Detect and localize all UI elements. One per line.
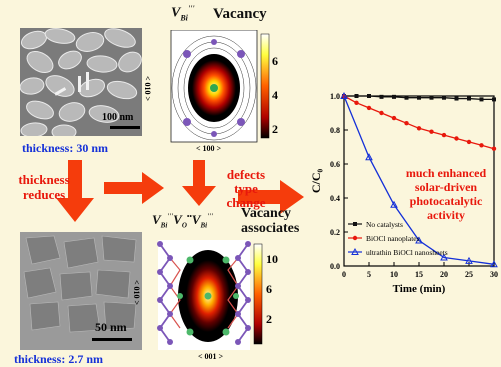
point-0: [467, 96, 471, 101]
associates-title-line1: Vacancy: [241, 206, 292, 221]
point-1: [466, 139, 472, 145]
x-tick-label: 10: [390, 270, 398, 279]
cbar-tick-4: 4: [272, 88, 278, 102]
y-tick-label: 0.8: [330, 126, 340, 135]
arrow-down-left: [56, 160, 94, 222]
associates-title-line2: associates: [241, 221, 300, 236]
enhanced-line3: photocatalytic: [409, 194, 483, 208]
point-1: [354, 100, 359, 105]
cbar2-tick-6: 6: [266, 282, 272, 296]
vacancy-symbol: VBi''': [171, 4, 195, 23]
point-1: [491, 146, 497, 151]
defects-word: defects: [226, 167, 266, 182]
type-word: type: [234, 181, 258, 196]
point-0: [379, 94, 384, 99]
x-tick-label: 15: [415, 270, 423, 279]
enhanced-activity-text: much enhanced solar-driven photocatalyti…: [400, 166, 492, 222]
x-tick-label: 20: [440, 270, 448, 279]
point-1: [429, 129, 434, 134]
point-0: [417, 95, 421, 100]
sem-image-thick: 100 nm: [20, 28, 142, 136]
series-line-1: [343, 95, 495, 150]
cbar2-tick-10: 10: [266, 252, 278, 266]
reduces-word: reduces: [22, 187, 66, 202]
enhanced-line4: activity: [427, 208, 465, 222]
arrow-down-middle: [182, 160, 216, 206]
vacancy-x-axis-label: < 100 >: [196, 144, 222, 153]
point-2: [440, 253, 448, 261]
vacancy-title: Vacancy: [213, 6, 267, 22]
y-tick-label: 1.0: [330, 92, 340, 101]
point-2: [365, 153, 373, 161]
arrow-right-middle: [104, 172, 164, 204]
x-tick-label: 0: [342, 270, 346, 279]
associate-y-axis-label: < 010 >: [132, 279, 142, 306]
point-1: [391, 115, 397, 121]
point-2: [465, 256, 473, 264]
series-line-2: [343, 95, 495, 265]
tem-image-thin: 50 nm: [20, 232, 142, 350]
degradation-chart: 0.0 0.2 0.4 0.6 0.8 1.0 0 5 10 15 20 25 30 Time (min)…: [309, 91, 498, 295]
arrow-right-chart: [238, 180, 304, 214]
thickness-word: thickness: [18, 172, 70, 187]
associates-title: Vacancy associates: [241, 206, 299, 236]
y-tick-label: 0.4: [330, 194, 340, 203]
associate-colorbar-ticks: 10 6 2: [266, 244, 278, 334]
legend-label-1: BiOCl nanoplates: [366, 234, 420, 243]
y-tick-label: 0.2: [330, 228, 340, 237]
thickness-reduces-label: thickness reduces: [15, 172, 73, 202]
cbar2-tick-2: 2: [266, 312, 272, 326]
scale-bar-label-50nm: 50 nm: [95, 320, 127, 334]
point-0: [354, 94, 359, 98]
x-tick-label: 5: [367, 270, 371, 279]
x-axis-label: Time (min): [393, 283, 446, 295]
cbar-tick-6: 6: [272, 54, 278, 68]
point-1: [416, 126, 422, 131]
associate-x-axis-label: < 001 >: [198, 352, 224, 361]
sem-platelets: [20, 28, 142, 136]
associate-symbol: VBi'''VO••VBi''': [152, 212, 213, 230]
point-1: [479, 143, 484, 148]
point-0: [429, 95, 434, 100]
legend-marker-1: [352, 235, 358, 241]
point-1: [454, 136, 459, 141]
defects-type-change-label: defects type change: [218, 168, 274, 210]
legend-marker-0: [353, 222, 357, 226]
enhanced-line2: solar-driven: [414, 180, 478, 194]
point-0: [442, 95, 446, 100]
change-word: change: [226, 195, 266, 210]
legend-label-2: ultrathin BiOCl nanosheets: [366, 248, 448, 257]
y-axis-label: C/C₀: [309, 168, 323, 193]
point-0: [367, 94, 371, 98]
point-0: [479, 97, 484, 102]
point-1: [441, 132, 447, 138]
y-tick-label: 0.6: [330, 160, 340, 169]
legend-marker-2: [351, 247, 359, 255]
point-1: [366, 105, 372, 111]
cbar-tick-2: 2: [272, 122, 278, 136]
associate-density-map: [157, 240, 263, 350]
scale-bar-label-100nm: 100 nm: [102, 112, 134, 123]
point-0: [492, 97, 496, 102]
point-1: [379, 110, 384, 116]
point-2: [415, 236, 423, 244]
point-2: [490, 260, 498, 268]
x-tick-label: 30: [490, 270, 498, 279]
tem-nanosheets: [20, 232, 142, 350]
point-2: [390, 200, 398, 208]
point-1: [404, 121, 409, 126]
vacancy-colorbar-ticks: 6 4 2: [272, 44, 278, 146]
point-0: [454, 96, 459, 101]
point-0: [404, 95, 409, 100]
point-0: [392, 94, 396, 99]
enhanced-line1: much enhanced: [405, 166, 487, 180]
thickness-label-top: thickness: 30 nm: [22, 141, 109, 155]
x-tick-label: 25: [465, 270, 473, 279]
vacancy-density-map: [170, 30, 270, 143]
y-tick-label: 0.0: [330, 262, 340, 271]
legend-label-0: No catalysts: [366, 220, 403, 229]
point-2: [340, 91, 348, 99]
vacancy-y-axis-label: < 010 >: [143, 75, 153, 102]
